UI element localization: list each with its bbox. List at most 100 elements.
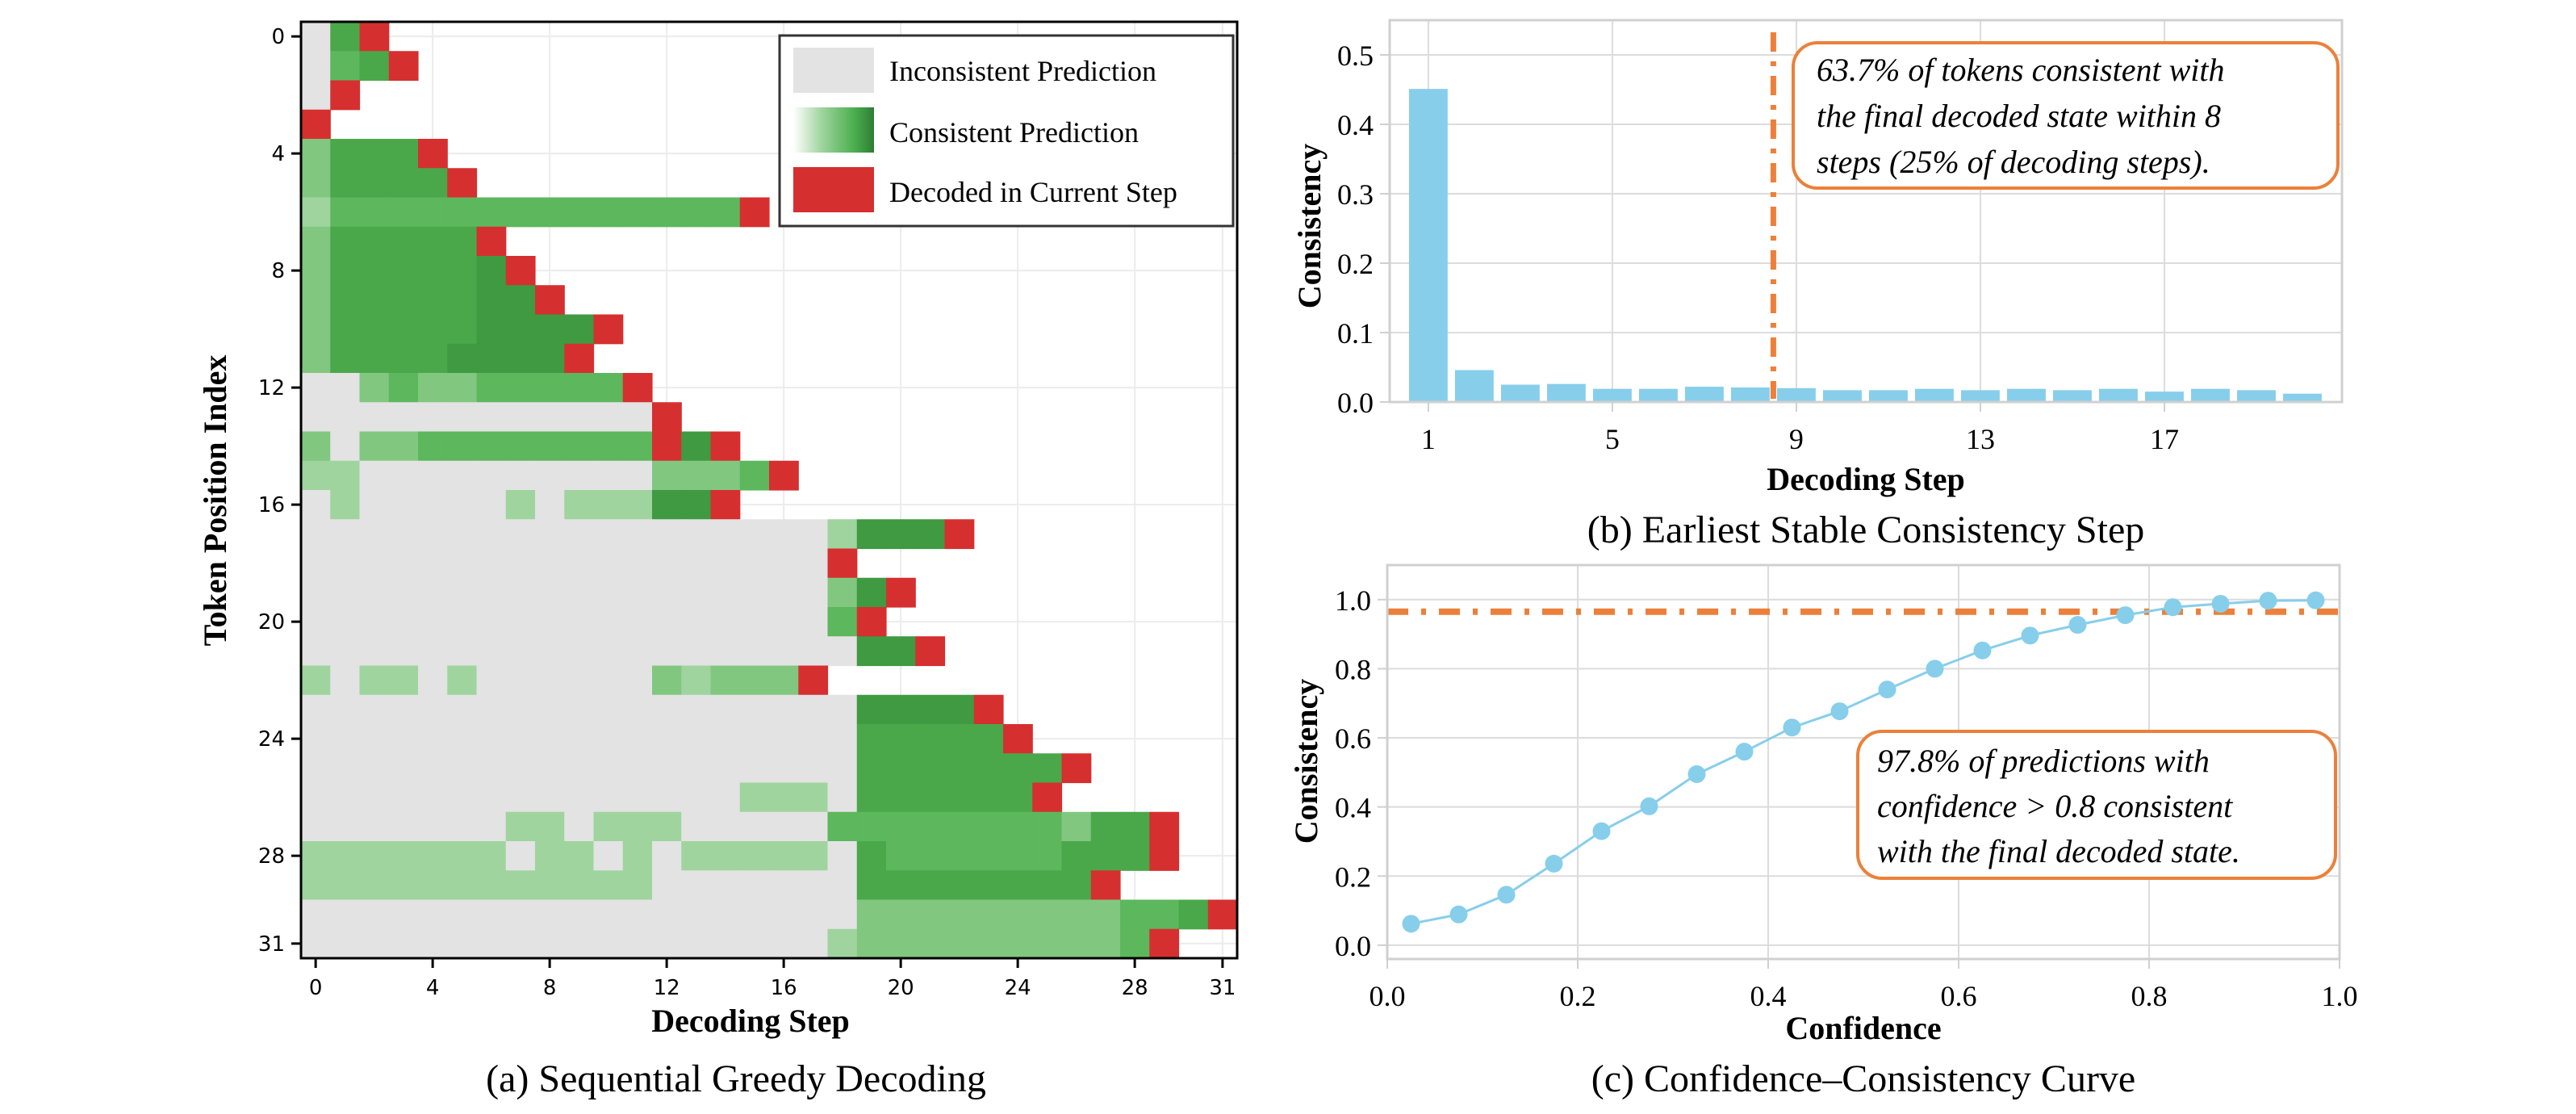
heatmap-cell-consistent [1032, 753, 1063, 784]
heatmap-cell-inconsistent [593, 928, 624, 959]
heatmap-cell-consistent [301, 139, 331, 169]
heatmap-cell-inconsistent [535, 694, 565, 725]
heatmap-cell-inconsistent [593, 402, 624, 433]
heatmap-cell-inconsistent [564, 811, 595, 842]
heatmap-cell-inconsistent [827, 899, 858, 930]
heatmap-cell-consistent [973, 899, 1004, 930]
heatmap-cell-inconsistent [301, 577, 331, 608]
heatmap-cell-consistent [915, 841, 946, 871]
heatmap-cell-consistent [418, 431, 448, 462]
annotation-line: with the final decoded state. [1877, 833, 2240, 869]
heatmap-cell-inconsistent [622, 928, 653, 959]
heatmap-cell-inconsistent [681, 811, 712, 842]
heatmap-cell-inconsistent [652, 724, 682, 754]
heatmap-cell-inconsistent [447, 899, 478, 930]
annotation-line: steps (25% of decoding steps). [1817, 144, 2210, 180]
heatmap-cell-consistent [827, 519, 858, 550]
heatmap-cell-consistent [652, 665, 682, 696]
heatmap-cell-consistent [301, 197, 331, 228]
heatmap-cell-inconsistent [330, 607, 361, 637]
heatmap-cell-inconsistent [418, 519, 448, 550]
heatmap-cell-inconsistent [827, 841, 858, 871]
line-chart-x-ticks: 0.0 0.2 0.4 0.6 0.8 1.0 [1370, 959, 2358, 1012]
heatmap-cell-decoded [505, 256, 536, 286]
heatmap-cell-consistent [886, 724, 916, 754]
heatmap-cell-inconsistent [535, 753, 565, 784]
heatmap-cell-inconsistent [681, 753, 712, 784]
data-point [1973, 641, 1992, 660]
heatmap-cell-decoded [652, 431, 682, 462]
y-tick-label: 0.5 [1337, 40, 1374, 72]
heatmap-cell-inconsistent [359, 753, 390, 784]
bar-chart-bars [1408, 89, 2322, 402]
heatmap-cell-consistent [330, 168, 361, 199]
heatmap-x-label: Decoding Step [651, 1003, 850, 1039]
heatmap-cell-inconsistent [359, 577, 390, 608]
heatmap-cell-consistent [856, 870, 887, 901]
heatmap-cell-inconsistent [418, 636, 448, 667]
bar-chart-x-label: Decoding Step [1767, 461, 1965, 497]
heatmap-y-ticks: 0 4 8 12 16 20 24 28 31 [258, 25, 301, 957]
heatmap-cell-consistent [418, 314, 448, 345]
bar [1500, 384, 1540, 402]
heatmap-cell-consistent [1178, 899, 1209, 930]
heatmap-cell-decoded [856, 607, 887, 637]
heatmap-cell-consistent [973, 928, 1004, 959]
heatmap-cell-inconsistent [769, 548, 799, 579]
heatmap-cell-consistent [388, 285, 419, 316]
heatmap-cell-inconsistent [505, 841, 536, 871]
heatmap-cell-consistent [359, 256, 390, 286]
heatmap-cell-consistent [447, 314, 478, 345]
heatmap-cell-inconsistent [476, 753, 507, 784]
heatmap-cell-consistent [886, 841, 916, 871]
heatmap-cell-inconsistent [564, 607, 595, 637]
y-tick-label: 0.0 [1337, 387, 1374, 419]
heatmap-cell-consistent [505, 314, 536, 345]
heatmap-cell-inconsistent [418, 899, 448, 930]
heatmap-cell-consistent [886, 636, 916, 667]
heatmap-cell-inconsistent [593, 460, 624, 491]
heatmap-cell-decoded [739, 197, 770, 228]
heatmap-cell-decoded [1207, 899, 1238, 930]
heatmap-cell-inconsistent [447, 577, 478, 608]
heatmap-cell-inconsistent [798, 519, 829, 550]
heatmap-cell-inconsistent [388, 460, 419, 491]
axes-frame [1388, 19, 2344, 404]
heatmap-cell-consistent [652, 460, 682, 491]
line-chart-frame [1386, 563, 2341, 961]
bar-chart-x-ticks: 1 5 9 13 17 [1421, 402, 2179, 455]
heatmap-cell-inconsistent [505, 694, 536, 725]
heatmap-cell-inconsistent [359, 782, 390, 813]
bar [1454, 370, 1494, 402]
heatmap-cell-inconsistent [476, 577, 507, 608]
heatmap-cell-consistent [652, 197, 682, 228]
heatmap-cell-inconsistent [388, 694, 419, 725]
heatmap-cell-consistent [886, 519, 916, 550]
heatmap-cell-inconsistent [564, 694, 595, 725]
bar-chart-frame [1388, 19, 2344, 404]
heatmap-cell-consistent [447, 431, 478, 462]
heatmap-cell-consistent [505, 197, 536, 228]
heatmap-cell-consistent [301, 460, 331, 491]
heatmap-cell-consistent [622, 431, 653, 462]
heatmap-cell-consistent [388, 431, 419, 462]
heatmap-cell-inconsistent [622, 782, 653, 813]
heatmap-cell-consistent [476, 431, 507, 462]
heatmap-cell-consistent [1003, 841, 1033, 871]
heatmap-cell-inconsistent [301, 490, 331, 520]
heatmap-cell-inconsistent [447, 548, 478, 579]
x-tick-label: 17 [2150, 423, 2179, 455]
heatmap-cell-inconsistent [622, 753, 653, 784]
heatmap-cells [301, 22, 1238, 959]
heatmap-cell-inconsistent [564, 724, 595, 754]
heatmap-cell-consistent [447, 256, 478, 286]
heatmap-cell-consistent [856, 782, 887, 813]
heatmap-cell-inconsistent [301, 607, 331, 637]
heatmap-cell-decoded [622, 373, 653, 403]
heatmap-cell-consistent [1032, 899, 1063, 930]
heatmap-cell-inconsistent [593, 519, 624, 550]
heatmap-cell-inconsistent [476, 694, 507, 725]
heatmap-cell-inconsistent [301, 80, 331, 111]
x-tick-label: 4 [426, 976, 440, 1000]
heatmap-cell-consistent [301, 226, 331, 257]
